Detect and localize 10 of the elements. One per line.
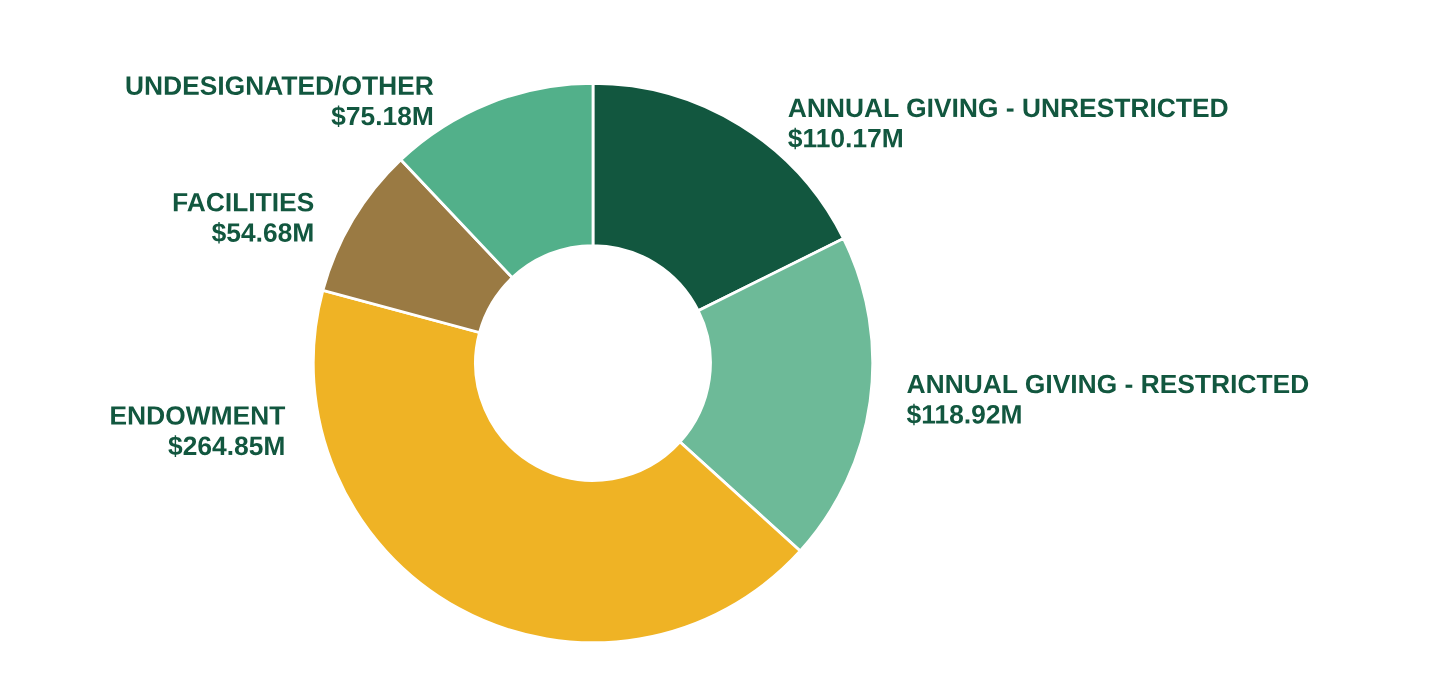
- data-label: $75.18M: [331, 105, 433, 128]
- slice-label: ANNUAL GIVING - RESTRICTED: [907, 374, 1309, 394]
- slice-label: ENDOWMENT: [111, 406, 286, 425]
- data-label: $54.68M: [211, 222, 313, 244]
- slice-label: FACILITIES: [173, 192, 314, 212]
- data-label: $264.85M: [168, 435, 284, 457]
- slice-label: ANNUAL GIVING - UNRESTRICTED: [788, 98, 1228, 118]
- data-label: $118.92M: [906, 403, 1021, 426]
- slice-label: UNDESIGNATED/OTHER: [126, 75, 434, 96]
- data-label: $110.17M: [788, 127, 902, 150]
